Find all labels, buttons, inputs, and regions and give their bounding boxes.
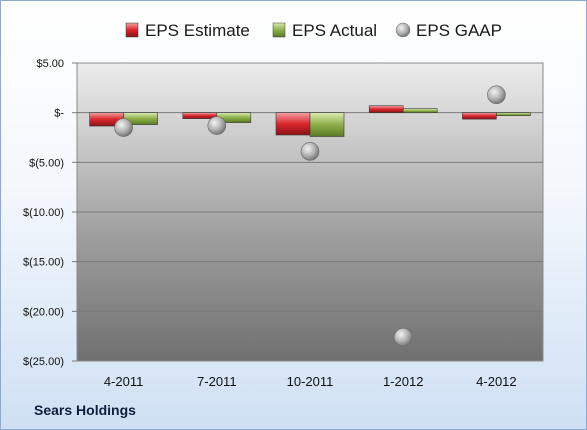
y-axis-ticks: $5.00 $- $(5.00) $(10.00) $(15.00) $(20.00) $(… bbox=[23, 58, 77, 368]
eps-gaap-marker bbox=[207, 116, 227, 135]
markers bbox=[114, 85, 506, 347]
eps-gaap-marker bbox=[393, 327, 413, 347]
eps-estimate-bar bbox=[368, 105, 404, 113]
bars bbox=[89, 105, 531, 137]
x-axis-labels: 4-2011 7-2011 10-2011 1-2012 4-2012 bbox=[104, 374, 517, 389]
eps-actual-legend-swatch bbox=[272, 22, 286, 38]
eps-gaap-marker bbox=[114, 118, 133, 137]
eps-actual-legend-label: EPS Actual bbox=[292, 21, 377, 40]
eps-estimate-bar bbox=[275, 112, 311, 136]
x-category-label: 4-2012 bbox=[476, 374, 516, 389]
y-tick-label: $(5.00) bbox=[29, 157, 64, 169]
y-tick-label: $5.00 bbox=[36, 58, 64, 70]
eps-estimate-bar bbox=[182, 112, 218, 119]
x-category-label: 7-2011 bbox=[197, 374, 237, 389]
eps-gaap-legend-swatch bbox=[395, 22, 411, 38]
eps-actual-bar bbox=[402, 108, 438, 113]
legend: EPS Estimate EPS Actual EPS GAAP bbox=[125, 21, 502, 40]
x-category-label: 10-2011 bbox=[287, 374, 334, 389]
y-tick-label: $(25.00) bbox=[23, 356, 64, 368]
y-tick-label: $(20.00) bbox=[23, 306, 64, 318]
y-tick-label: $(15.00) bbox=[23, 257, 64, 269]
y-tick-label: $- bbox=[54, 108, 64, 120]
eps-actual-bar bbox=[496, 112, 531, 116]
y-tick-label: $(10.00) bbox=[23, 207, 64, 219]
eps-gaap-legend-label: EPS GAAP bbox=[416, 21, 502, 40]
eps-estimate-legend-swatch bbox=[125, 22, 139, 38]
eps-estimate-legend-label: EPS Estimate bbox=[145, 21, 250, 40]
company-name: Sears Holdings bbox=[34, 402, 136, 418]
x-category-label: 4-2011 bbox=[104, 374, 144, 389]
eps-gaap-marker bbox=[300, 142, 320, 161]
x-category-label: 1-2012 bbox=[383, 374, 423, 389]
eps-actual-bar bbox=[309, 112, 345, 137]
eps-estimate-bar bbox=[462, 112, 497, 120]
eps-gaap-marker bbox=[487, 85, 506, 105]
